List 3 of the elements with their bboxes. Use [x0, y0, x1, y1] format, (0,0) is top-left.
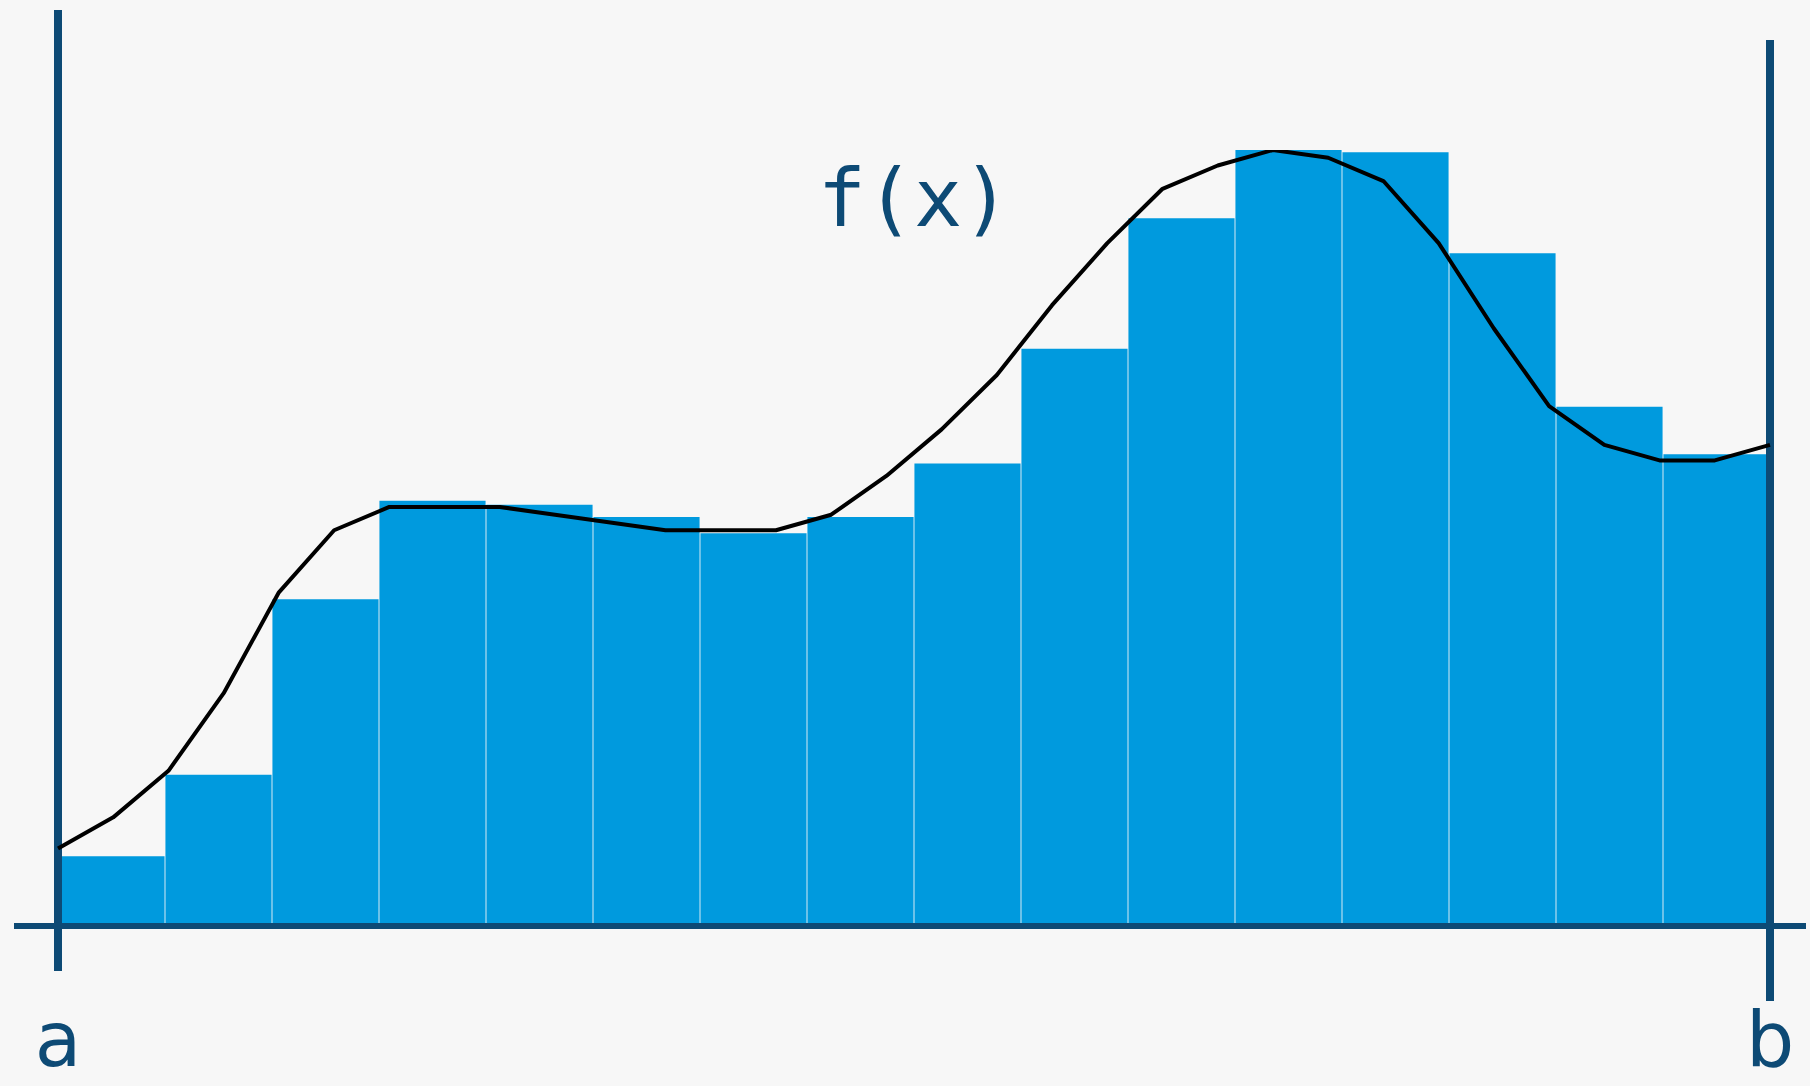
text: a	[34, 994, 82, 1084]
annotation: f(x)	[817, 151, 1011, 245]
text: b	[1745, 994, 1795, 1084]
